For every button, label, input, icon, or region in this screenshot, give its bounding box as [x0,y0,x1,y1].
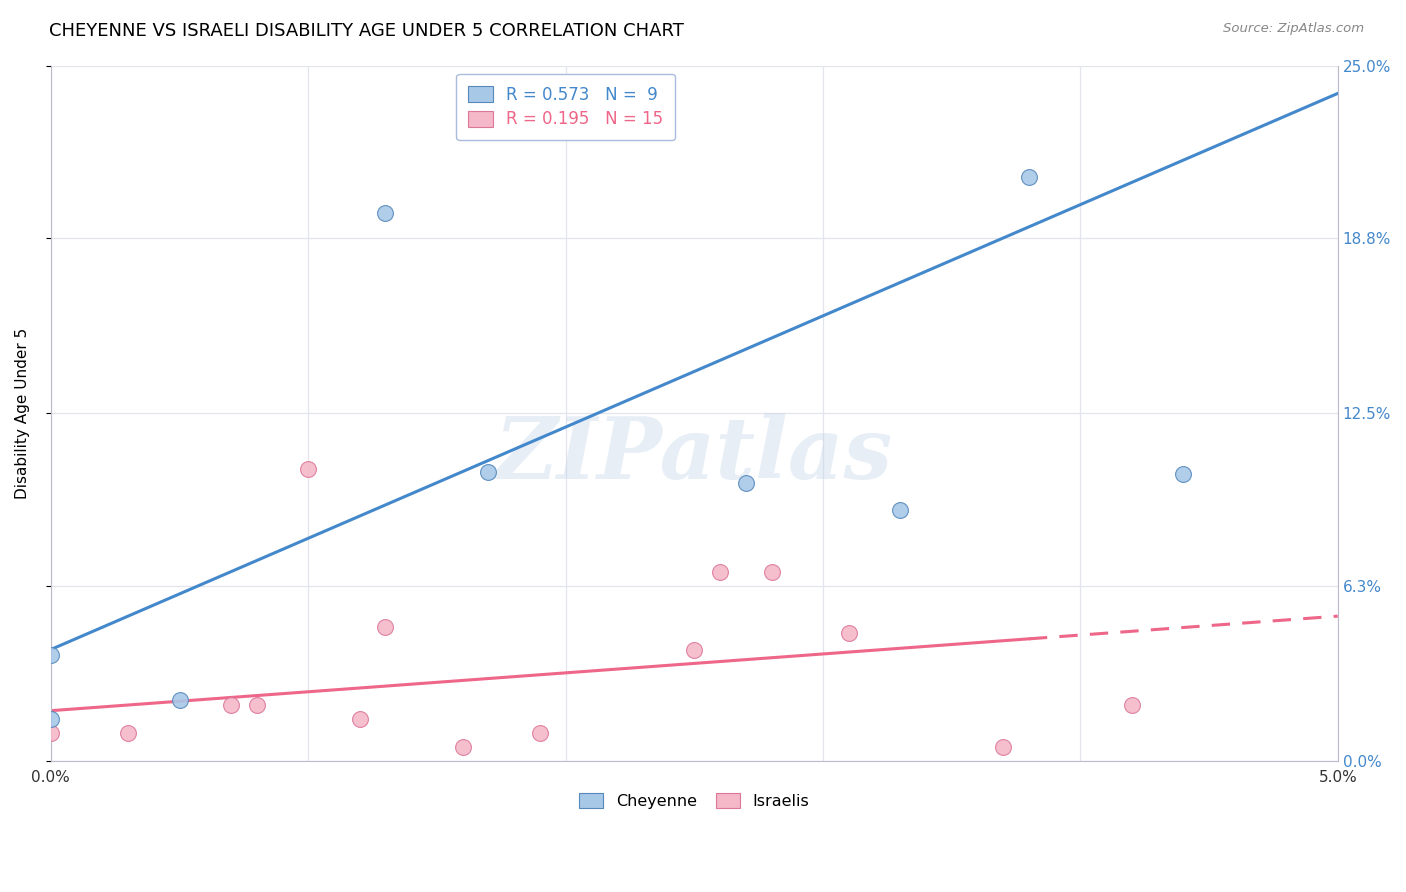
Point [683,642,706,657]
Point [349,712,371,726]
Text: ZIPatlas: ZIPatlas [495,413,893,497]
Point [39,712,62,726]
Point [169,692,191,706]
Point [374,620,396,634]
Point [991,739,1014,754]
Text: Source: ZipAtlas.com: Source: ZipAtlas.com [1223,22,1364,36]
Point [838,625,860,640]
Legend: Cheyenne, Israelis: Cheyenne, Israelis [572,787,815,815]
Point [889,503,911,517]
Point [709,565,731,579]
Point [297,462,319,476]
Point [761,565,783,579]
Point [39,726,62,740]
Text: CHEYENNE VS ISRAELI DISABILITY AGE UNDER 5 CORRELATION CHART: CHEYENNE VS ISRAELI DISABILITY AGE UNDER… [49,22,685,40]
Point [246,698,269,712]
Point [529,726,551,740]
Point [1173,467,1195,482]
Point [1018,169,1040,184]
Point [451,739,474,754]
Point [39,648,62,662]
Point [477,465,499,479]
Y-axis label: Disability Age Under 5: Disability Age Under 5 [15,327,30,499]
Point [219,698,242,712]
Point [117,726,139,740]
Point [734,475,756,490]
Point [1121,698,1143,712]
Point [374,206,396,220]
